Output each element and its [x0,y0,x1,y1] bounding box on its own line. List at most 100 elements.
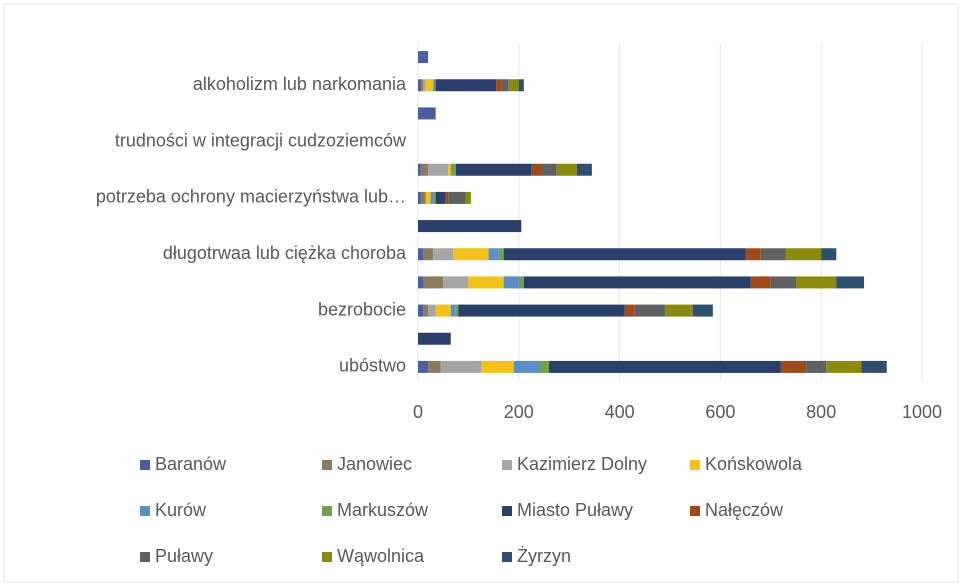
bar-segment [425,191,431,204]
bar-segment [465,191,471,204]
x-tick-label: 800 [806,402,836,422]
bar-segment [750,276,771,289]
legend-label: Miasto Puławy [517,500,633,520]
legend-swatch [502,460,512,470]
legend-label: Kurów [155,500,207,520]
bar-segment [433,191,436,204]
bar-segment [448,163,451,176]
bar-segment [418,304,424,317]
bar-segment [538,360,550,373]
bar-segment [445,191,449,204]
bar-segment [455,304,459,317]
legend-label: Kazimierz Dolny [517,454,647,474]
bar-segment [418,107,436,120]
bar-segment [425,79,434,92]
bar-segment [503,276,519,289]
bar-segment [806,360,827,373]
bar-segment [418,51,429,64]
bar-segment [513,360,539,373]
legend-label: Końskowola [705,454,803,474]
bar-segment [770,276,796,289]
bar-segment [496,79,502,92]
bar-segment [796,276,837,289]
legend-label: Baranów [155,454,227,474]
bar-segment [430,191,434,204]
bar-segment [423,304,429,317]
y-tick-label: alkoholizm lub narkomania [193,74,407,94]
bar-segment [418,79,421,92]
bar-segment [836,276,865,289]
bar-segment [420,191,426,204]
y-tick-label: trudności w integracji cudzoziemców [115,130,407,150]
bar-segment [531,163,542,176]
bar-segment [458,304,625,317]
legend-swatch [502,506,512,516]
x-tick-label: 200 [504,402,534,422]
legend-label: Janowiec [337,454,412,474]
bar-segment [481,360,514,373]
y-tick-label: długotrwaa lub ciężka choroba [163,243,407,263]
bar-segment [435,79,497,92]
bar-segment [428,304,436,317]
bar-segment [556,163,577,176]
bar-segment [518,276,524,289]
x-tick-label: 1000 [902,402,942,422]
legend-swatch [322,460,332,470]
x-tick-label: 0 [413,402,423,422]
y-tick-label: bezrobocie [318,299,406,319]
bar-segment [420,79,424,92]
legend-label: Wąwolnica [337,546,425,566]
bar-segment [780,360,807,373]
bar-segment [455,163,532,176]
y-tick-label: ubóstwo [339,356,406,376]
legend-label: Markuszów [337,500,429,520]
bar-segment [418,360,429,373]
bar-segment [433,79,436,92]
bar-segment [423,276,444,289]
bar-segment [498,248,504,261]
bar-segment [428,163,449,176]
bar-segment [433,248,454,261]
bar-segment [423,248,434,261]
bar-segment [435,304,451,317]
bar-segment [501,79,509,92]
legend-swatch [140,552,150,562]
legend-swatch [690,460,700,470]
bar-segment [821,248,837,261]
bar-segment [549,360,781,373]
bar-segment [420,163,429,176]
legend-swatch [140,460,150,470]
legend-label: Puławy [155,546,213,566]
bar-segment [785,248,822,261]
bar-segment [418,332,451,345]
bar-segment [745,248,761,261]
bar-segment [664,304,693,317]
chart-border [3,3,959,583]
legend-swatch [140,506,150,516]
bar-segment [576,163,592,176]
bar-segment [760,248,786,261]
bar-segment [692,304,713,317]
bar-segment [541,163,557,176]
bar-segment [634,304,665,317]
bar-segment [861,360,887,373]
bar-segment [428,360,441,373]
bar-segment [503,248,746,261]
bar-segment [488,248,499,261]
bar-segment [440,360,481,373]
bar-segment [518,79,524,92]
legend-swatch [502,552,512,562]
bar-segment [418,276,424,289]
bar-segment [826,360,862,373]
bar-segment [523,276,751,289]
x-tick-label: 400 [605,402,635,422]
x-tick-label: 600 [705,402,735,422]
bar-segment [624,304,635,317]
bar-segment [453,248,489,261]
bar-segment [423,79,426,92]
legend-label: Nałęczów [705,500,784,520]
bar-segment [468,276,504,289]
bar-segment [448,191,466,204]
bar-segment [450,163,456,176]
